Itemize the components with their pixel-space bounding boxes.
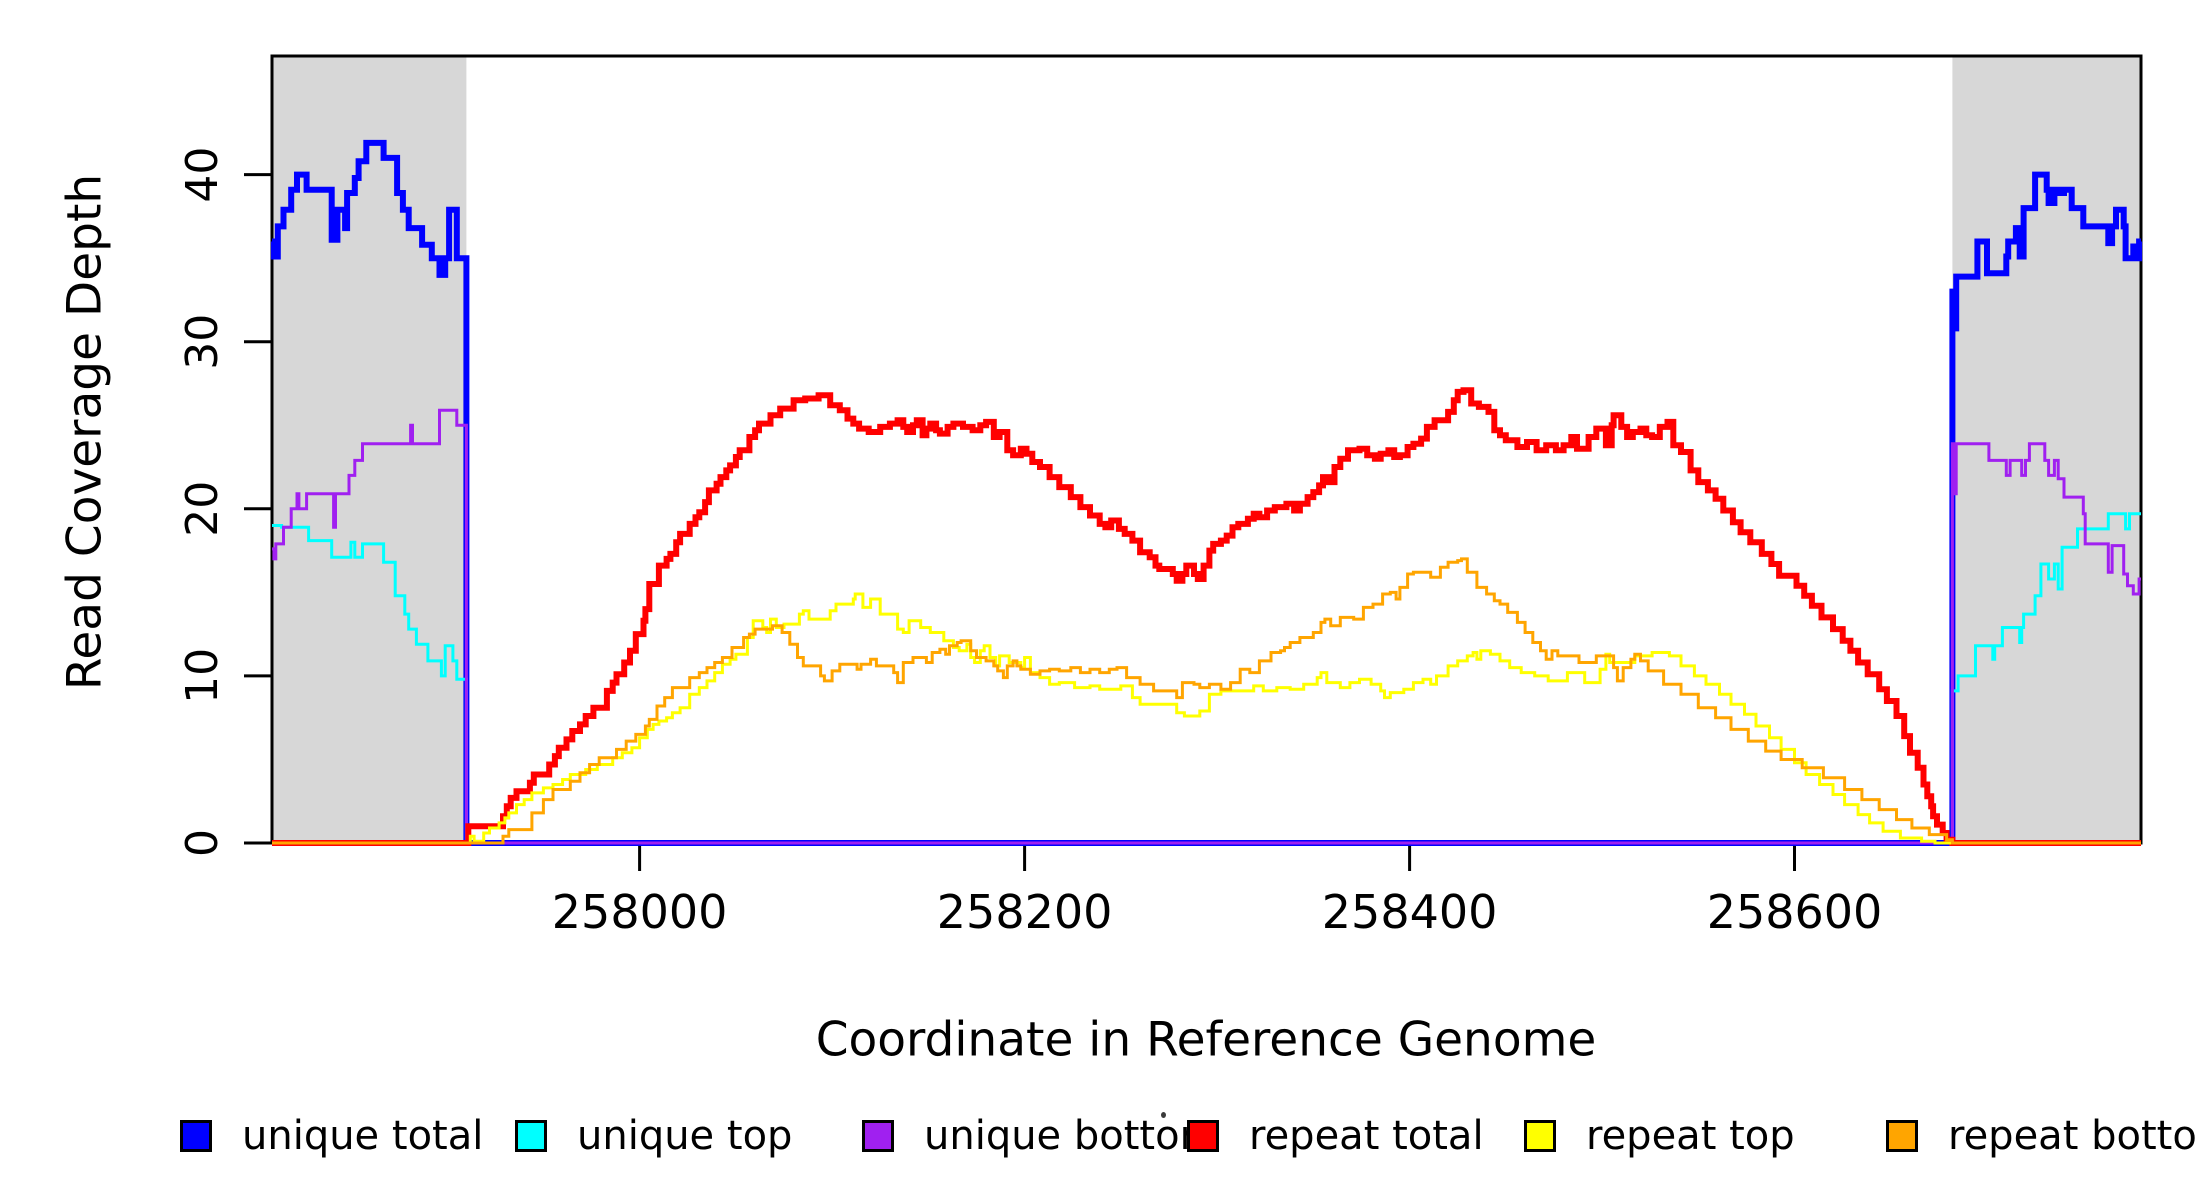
y-tick-label: 0 bbox=[177, 829, 228, 857]
legend-label: unique total bbox=[242, 1113, 484, 1159]
stray-mark: . bbox=[1161, 1112, 1166, 1118]
y-axis-title: Read Coverage Depth bbox=[57, 173, 113, 691]
legend-entry-repeat-total: repeat total bbox=[1187, 1110, 1484, 1162]
series-unique-top-line bbox=[272, 512, 2141, 845]
y-tick-label: 40 bbox=[177, 147, 228, 203]
legend-entry-repeat-top: repeat top bbox=[1524, 1110, 1795, 1162]
legend-label: repeat total bbox=[1249, 1113, 1484, 1159]
series-unique-bottom-line bbox=[272, 408, 2141, 845]
legend-swatch-repeat-total bbox=[1187, 1120, 1219, 1152]
y-tick-label: 30 bbox=[177, 314, 228, 370]
legend-label: unique bottom bbox=[924, 1113, 1219, 1159]
legend-swatch-repeat-bottom bbox=[1886, 1120, 1918, 1152]
x-tick-label: 258000 bbox=[552, 885, 728, 939]
legend-entry-unique-bottom: unique bottom bbox=[862, 1110, 1219, 1162]
series-repeat-total-line bbox=[272, 387, 2141, 846]
legend-entry-unique-total: unique total bbox=[180, 1110, 483, 1162]
x-tick-label: 258200 bbox=[937, 885, 1113, 939]
legend-swatch-repeat-top bbox=[1524, 1120, 1556, 1152]
series-repeat-top-line bbox=[272, 592, 2141, 845]
x-tick-label: 258400 bbox=[1322, 885, 1498, 939]
coverage-plot: 0 10 20 30 40 258000 258200 258400 258600 bbox=[177, 54, 2143, 939]
legend-swatch-unique-top bbox=[515, 1120, 547, 1152]
legend-entry-unique-top: unique top bbox=[515, 1110, 792, 1162]
legend-entry-repeat-bottom: repeat bottom bbox=[1886, 1110, 2200, 1162]
legend-label: repeat top bbox=[1586, 1113, 1795, 1159]
y-tick-label: 20 bbox=[177, 481, 228, 537]
legend-swatch-unique-total bbox=[180, 1120, 212, 1152]
series-repeat-bottom-line bbox=[272, 557, 2141, 845]
x-axis-title: Coordinate in Reference Genome bbox=[815, 1012, 1597, 1068]
series-unique-total-line bbox=[270, 139, 2143, 846]
plot-border bbox=[270, 54, 2143, 845]
y-tick-label: 10 bbox=[177, 648, 228, 704]
x-tick-label: 258600 bbox=[1707, 885, 1883, 939]
legend-label: repeat bottom bbox=[1948, 1113, 2200, 1159]
legend-label: unique top bbox=[577, 1113, 793, 1159]
legend-swatch-unique-bottom bbox=[862, 1120, 894, 1152]
